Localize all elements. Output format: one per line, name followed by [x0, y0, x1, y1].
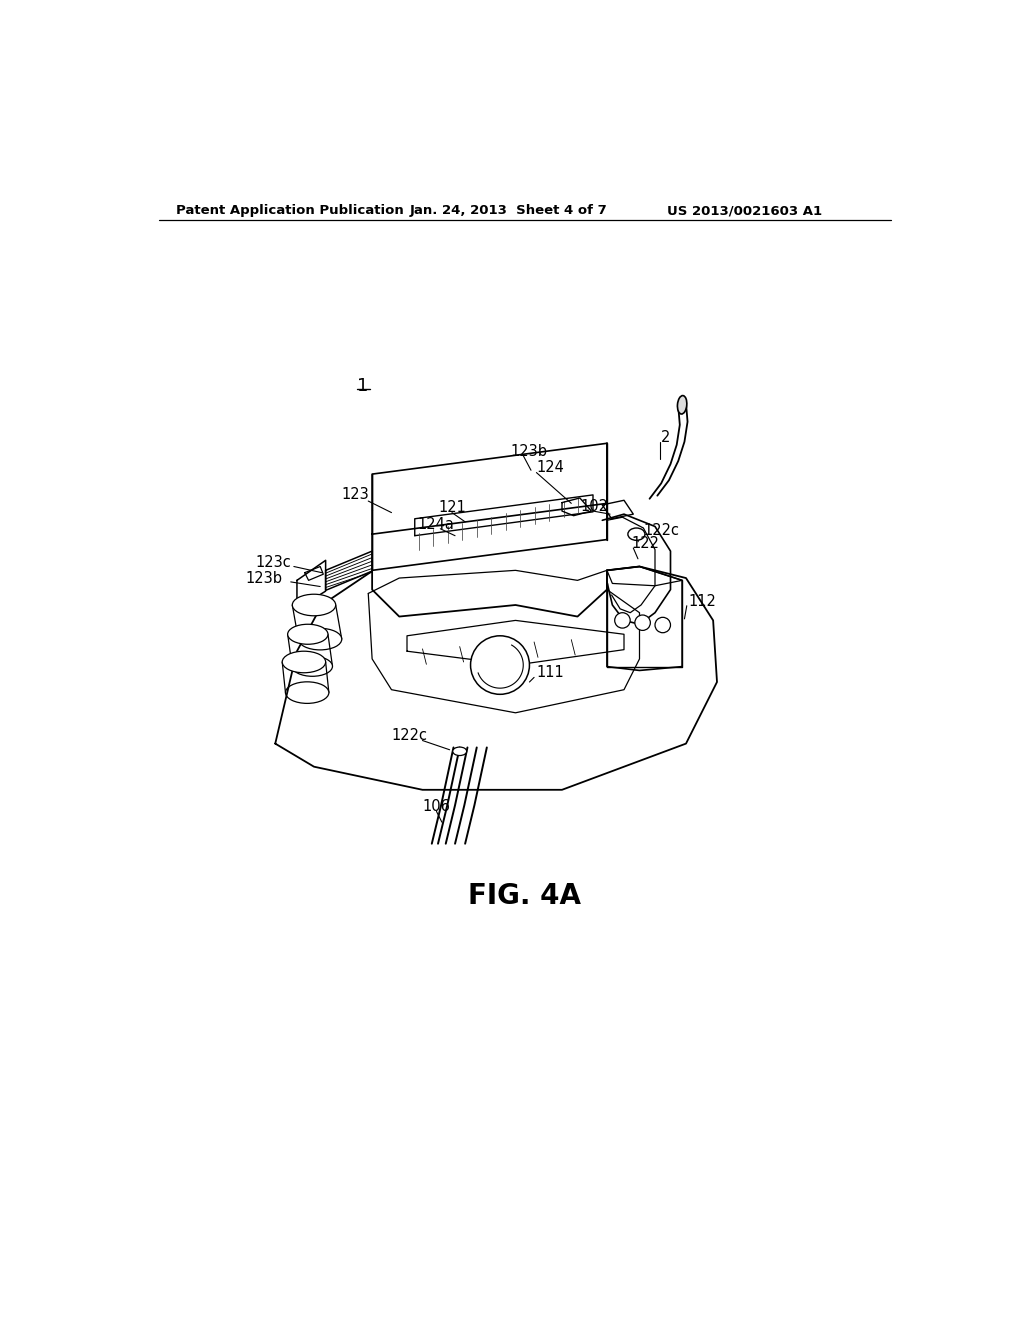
Ellipse shape	[298, 628, 342, 649]
Text: 1: 1	[357, 376, 369, 395]
Text: US 2013/0021603 A1: US 2013/0021603 A1	[668, 205, 822, 218]
Ellipse shape	[288, 624, 328, 644]
Text: 111: 111	[537, 665, 564, 680]
Text: 102: 102	[581, 499, 608, 513]
Text: 121: 121	[438, 500, 466, 516]
Text: 123c: 123c	[255, 556, 291, 570]
Text: 122c: 122c	[391, 729, 427, 743]
Circle shape	[471, 636, 529, 694]
Text: 123: 123	[341, 487, 369, 503]
Ellipse shape	[286, 682, 329, 704]
Text: 106: 106	[423, 799, 451, 814]
Text: 123b: 123b	[246, 570, 283, 586]
Ellipse shape	[292, 594, 336, 615]
Text: 123b: 123b	[510, 444, 547, 458]
Ellipse shape	[292, 656, 333, 676]
Circle shape	[655, 618, 671, 632]
Text: Patent Application Publication: Patent Application Publication	[176, 205, 403, 218]
Circle shape	[635, 615, 650, 631]
Ellipse shape	[628, 528, 645, 540]
Text: FIG. 4A: FIG. 4A	[468, 882, 582, 909]
Ellipse shape	[453, 747, 467, 755]
Text: 124a: 124a	[417, 516, 454, 532]
Ellipse shape	[678, 396, 687, 414]
Circle shape	[614, 612, 630, 628]
Text: 122: 122	[632, 536, 659, 550]
Ellipse shape	[283, 651, 326, 673]
Text: Jan. 24, 2013  Sheet 4 of 7: Jan. 24, 2013 Sheet 4 of 7	[410, 205, 607, 218]
Text: 112: 112	[688, 594, 716, 609]
Text: 124: 124	[537, 461, 564, 475]
Text: 122c: 122c	[643, 523, 679, 537]
Text: 2: 2	[662, 429, 671, 445]
